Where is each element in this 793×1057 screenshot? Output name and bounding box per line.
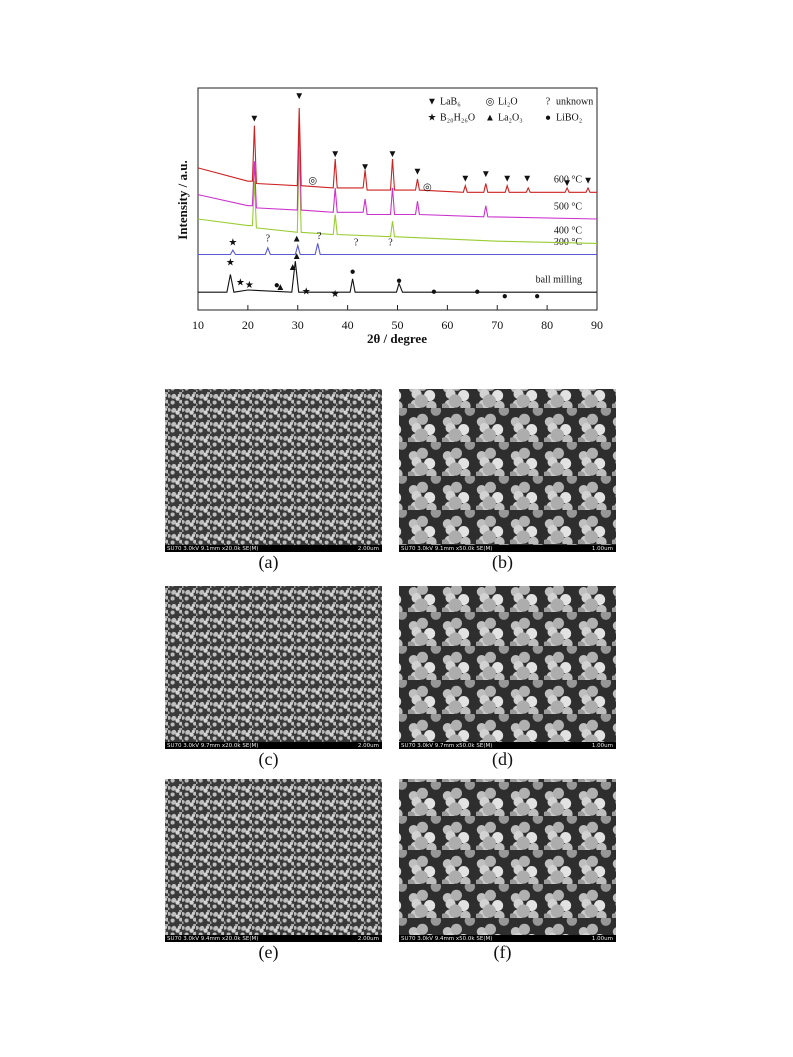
phase-marker: ● <box>502 291 508 302</box>
sem-info: SU70 3.0kV 9.1mm x20.0k SE(M) <box>167 546 258 552</box>
phase-marker: ● <box>534 291 540 302</box>
info-bar <box>165 545 382 552</box>
info-bar <box>165 742 382 749</box>
phase-marker: ★ <box>236 278 245 289</box>
phase-marker: ▲ <box>292 251 302 262</box>
sem-scale: 2.00um <box>358 546 379 552</box>
x-tick-label: 80 <box>541 318 553 332</box>
sem-info: SU70 3.0kV 9.7mm x50.0k SE(M) <box>401 743 492 749</box>
sem-scale: 1.00um <box>592 743 613 749</box>
phase-marker: ▼ <box>583 176 593 187</box>
phase-marker: ● <box>396 275 402 286</box>
x-tick-label: 50 <box>392 318 404 332</box>
phase-marker: ? <box>317 231 322 242</box>
phase-marker: ▼ <box>360 162 370 173</box>
x-axis-label: 2θ / degree <box>367 331 427 346</box>
series-line <box>197 150 598 244</box>
sem-info: SU70 3.0kV 9.7mm x20.0k SE(M) <box>167 743 258 749</box>
phase-marker: ? <box>266 233 271 244</box>
sem-scale: 2.00um <box>358 743 379 749</box>
legend-symbol: ? <box>546 96 551 107</box>
phase-marker: ? <box>354 238 359 249</box>
phase-marker: ▼ <box>249 113 259 124</box>
x-tick-label: 40 <box>342 318 354 332</box>
sem-scale: 2.00um <box>358 936 379 942</box>
caption: (f) <box>494 942 512 963</box>
phase-marker: ◎ <box>423 182 432 193</box>
series-label: ball milling <box>536 275 582 286</box>
phase-marker: ● <box>274 280 280 291</box>
x-tick-label: 90 <box>591 318 603 332</box>
legend-symbol: ● <box>545 112 551 123</box>
sem-info: SU70 3.0kV 9.4mm x50.0k SE(M) <box>401 936 492 942</box>
series-label: 400 °C <box>554 226 582 237</box>
series-line <box>198 243 597 256</box>
sem-scale: 1.00um <box>592 546 613 552</box>
sem-image <box>399 389 616 552</box>
legend-label: LaB₆ <box>440 96 461 107</box>
phase-marker: ▲ <box>292 233 302 244</box>
phase-marker: ▲ <box>275 282 285 293</box>
phase-marker: ▼ <box>460 173 470 184</box>
series-label: 500 °C <box>554 201 582 212</box>
phase-marker: ? <box>388 238 393 249</box>
x-tick-label: 30 <box>292 318 304 332</box>
phase-marker: ● <box>474 287 480 298</box>
legend-label: LiBO₂ <box>556 112 582 123</box>
sem-image <box>399 779 616 942</box>
sem-image <box>165 779 382 942</box>
legend-symbol: ◎ <box>486 96 495 107</box>
info-bar <box>399 935 616 942</box>
legend-label: Li₂O <box>498 96 518 107</box>
phase-marker: ▼ <box>294 91 304 102</box>
legend-label: unknown <box>556 96 593 107</box>
phase-marker: ★ <box>226 258 235 269</box>
y-axis-label: Intensity / a.u. <box>175 160 190 239</box>
phase-marker: ▼ <box>412 167 422 178</box>
phase-marker: ▼ <box>502 173 512 184</box>
legend-label: La₂O₃ <box>498 112 523 123</box>
info-bar <box>399 742 616 749</box>
x-tick-label: 70 <box>491 318 503 332</box>
caption: (e) <box>259 942 279 963</box>
series-label: 600 °C <box>554 175 582 186</box>
legend-symbol: ▼ <box>427 96 437 107</box>
caption: (b) <box>492 552 513 573</box>
x-tick-label: 60 <box>441 318 453 332</box>
caption: (d) <box>492 749 513 770</box>
phase-marker: ● <box>431 287 437 298</box>
sem-scale: 1.00um <box>592 936 613 942</box>
info-bar <box>165 935 382 942</box>
sem-image <box>165 586 382 749</box>
phase-marker: ★ <box>245 280 254 291</box>
series-line <box>197 119 598 220</box>
legend-symbol: ★ <box>428 112 437 123</box>
x-tick-label: 10 <box>192 318 204 332</box>
legend-label: B₂₀H₂₆O <box>440 112 475 123</box>
phase-marker: ▼ <box>562 178 572 189</box>
caption: (a) <box>259 552 279 573</box>
phase-marker: ▼ <box>330 149 340 160</box>
phase-marker: ● <box>350 267 356 278</box>
phase-marker: ★ <box>228 238 237 249</box>
phase-marker: ◎ <box>308 176 317 187</box>
phase-marker: ▼ <box>481 169 491 180</box>
phase-marker: ★ <box>302 287 311 298</box>
caption: (c) <box>259 749 279 770</box>
info-bar <box>399 545 616 552</box>
sem-image <box>399 586 616 749</box>
series-line <box>198 261 597 293</box>
phase-marker: ▼ <box>388 149 398 160</box>
x-tick-label: 20 <box>242 318 254 332</box>
phase-marker: ★ <box>331 289 340 300</box>
sem-info: SU70 3.0kV 9.4mm x20.0k SE(M) <box>167 936 258 942</box>
sem-image <box>165 389 382 552</box>
legend-symbol: ▲ <box>485 112 495 123</box>
series-line <box>197 107 597 193</box>
sem-info: SU70 3.0kV 9.1mm x50.0k SE(M) <box>401 546 492 552</box>
phase-marker: ▲ <box>288 262 298 273</box>
phase-marker: ▼ <box>522 173 532 184</box>
